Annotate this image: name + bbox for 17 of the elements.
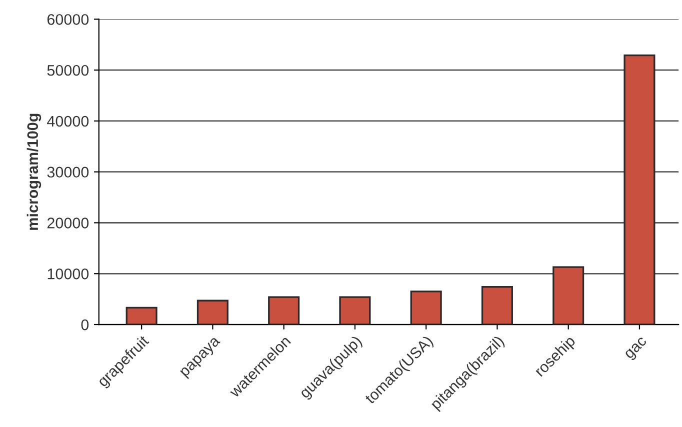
y-tick-label: 30000 xyxy=(47,166,89,178)
bar xyxy=(410,290,442,325)
bar xyxy=(196,300,228,325)
y-tick-label: 0 xyxy=(81,319,89,330)
y-axis-title: microgram/100g xyxy=(26,114,42,230)
y-tick-label: 10000 xyxy=(48,268,89,280)
bar xyxy=(126,306,158,325)
bar xyxy=(624,54,656,325)
y-tick-label: 60000 xyxy=(47,14,89,25)
bar xyxy=(552,266,584,325)
bar xyxy=(339,296,371,325)
y-tick-label: 50000 xyxy=(47,64,89,76)
y-tick-label: 40000 xyxy=(47,116,89,127)
x-tick-label: gac xyxy=(624,336,650,362)
y-tick-label: 20000 xyxy=(47,218,89,228)
bar xyxy=(481,286,513,325)
bar xyxy=(268,296,300,325)
